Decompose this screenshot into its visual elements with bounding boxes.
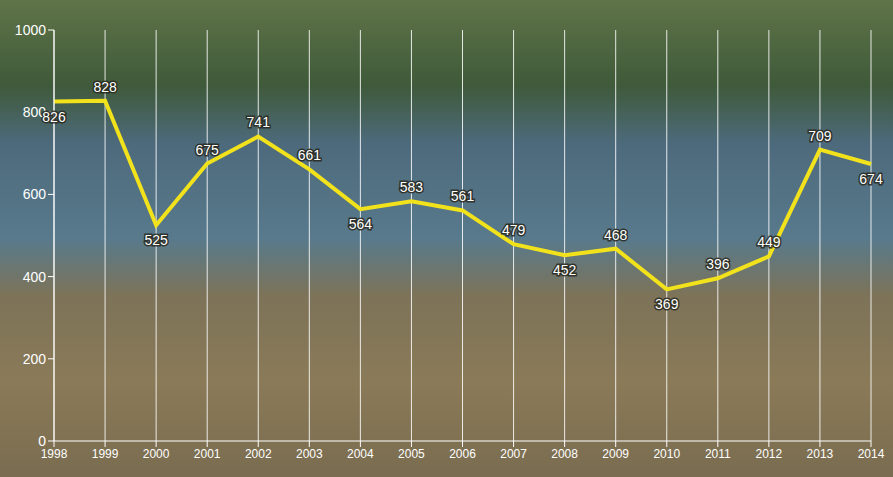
svg-text:1999: 1999 (92, 447, 119, 461)
svg-text:2004: 2004 (347, 447, 374, 461)
svg-text:2003: 2003 (296, 447, 323, 461)
svg-text:2012: 2012 (756, 447, 783, 461)
svg-text:600: 600 (23, 186, 47, 202)
svg-text:564: 564 (349, 216, 373, 232)
svg-text:2011: 2011 (705, 447, 731, 461)
svg-text:561: 561 (451, 188, 475, 204)
svg-text:449: 449 (757, 234, 781, 250)
svg-text:479: 479 (502, 222, 526, 238)
svg-text:800: 800 (22, 104, 46, 121)
svg-text:0: 0 (38, 433, 46, 449)
svg-text:2008: 2008 (551, 447, 578, 461)
svg-text:2014: 2014 (858, 447, 885, 461)
svg-text:2002: 2002 (245, 447, 272, 461)
svg-text:661: 661 (298, 147, 322, 163)
svg-text:2001: 2001 (194, 447, 221, 461)
svg-text:583: 583 (400, 179, 424, 195)
svg-text:400: 400 (23, 269, 47, 285)
svg-text:741: 741 (247, 114, 271, 130)
svg-text:369: 369 (655, 296, 679, 312)
svg-text:1000: 1000 (15, 22, 46, 38)
svg-text:468: 468 (604, 227, 628, 243)
svg-text:2013: 2013 (807, 447, 834, 461)
svg-text:525: 525 (144, 232, 168, 248)
svg-text:674: 674 (859, 171, 883, 187)
svg-text:2005: 2005 (398, 447, 425, 461)
svg-text:826: 826 (42, 109, 66, 125)
svg-text:2009: 2009 (602, 447, 629, 461)
svg-text:2007: 2007 (500, 447, 527, 461)
svg-text:709: 709 (808, 128, 832, 144)
svg-text:675: 675 (196, 142, 220, 158)
svg-text:828: 828 (93, 79, 117, 95)
svg-text:2000: 2000 (143, 447, 170, 461)
svg-text:200: 200 (23, 351, 47, 367)
svg-text:2006: 2006 (449, 447, 476, 461)
svg-text:452: 452 (553, 262, 577, 278)
svg-text:396: 396 (706, 256, 730, 272)
svg-text:1998: 1998 (40, 446, 68, 461)
svg-text:2010: 2010 (653, 447, 680, 461)
